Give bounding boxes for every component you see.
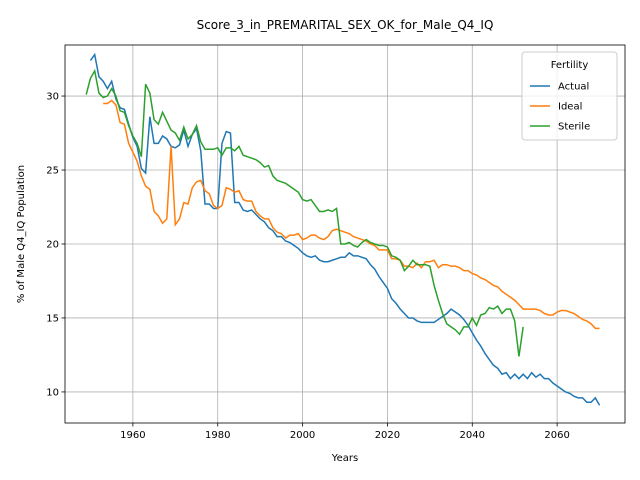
plot-frame xyxy=(64,44,626,424)
x-axis-label: Years xyxy=(331,453,358,464)
chart-title: Score_3_in_PREMARITAL_SEX_OK_for_Male_Q4… xyxy=(197,18,494,32)
legend-label: Actual xyxy=(558,82,589,93)
x-tick-label: 1960 xyxy=(120,430,145,441)
line-series xyxy=(85,68,524,357)
y-tick-label: 30 xyxy=(46,92,59,103)
y-tick-label: 20 xyxy=(46,239,59,250)
y-tick-label: 10 xyxy=(46,387,59,398)
legend-title: Fertility xyxy=(551,60,589,71)
legend: Fertility Actual Ideal Sterile xyxy=(521,51,618,141)
x-tick-label: 2020 xyxy=(375,430,400,441)
x-tick-label: 2040 xyxy=(460,430,485,441)
line-series xyxy=(103,99,600,330)
y-tick-label: 15 xyxy=(46,313,59,324)
y-tick-label: 25 xyxy=(46,166,59,177)
legend-label: Sterile xyxy=(558,122,590,133)
legend-label: Ideal xyxy=(558,102,582,113)
legend-box xyxy=(521,51,618,141)
x-tick-label: 2000 xyxy=(290,430,315,441)
x-tick-label: 2060 xyxy=(544,430,569,441)
line-series xyxy=(89,52,601,406)
y-axis-label: % of Male Q4_IQ Population xyxy=(16,165,27,303)
x-tick-label: 1980 xyxy=(205,430,230,441)
